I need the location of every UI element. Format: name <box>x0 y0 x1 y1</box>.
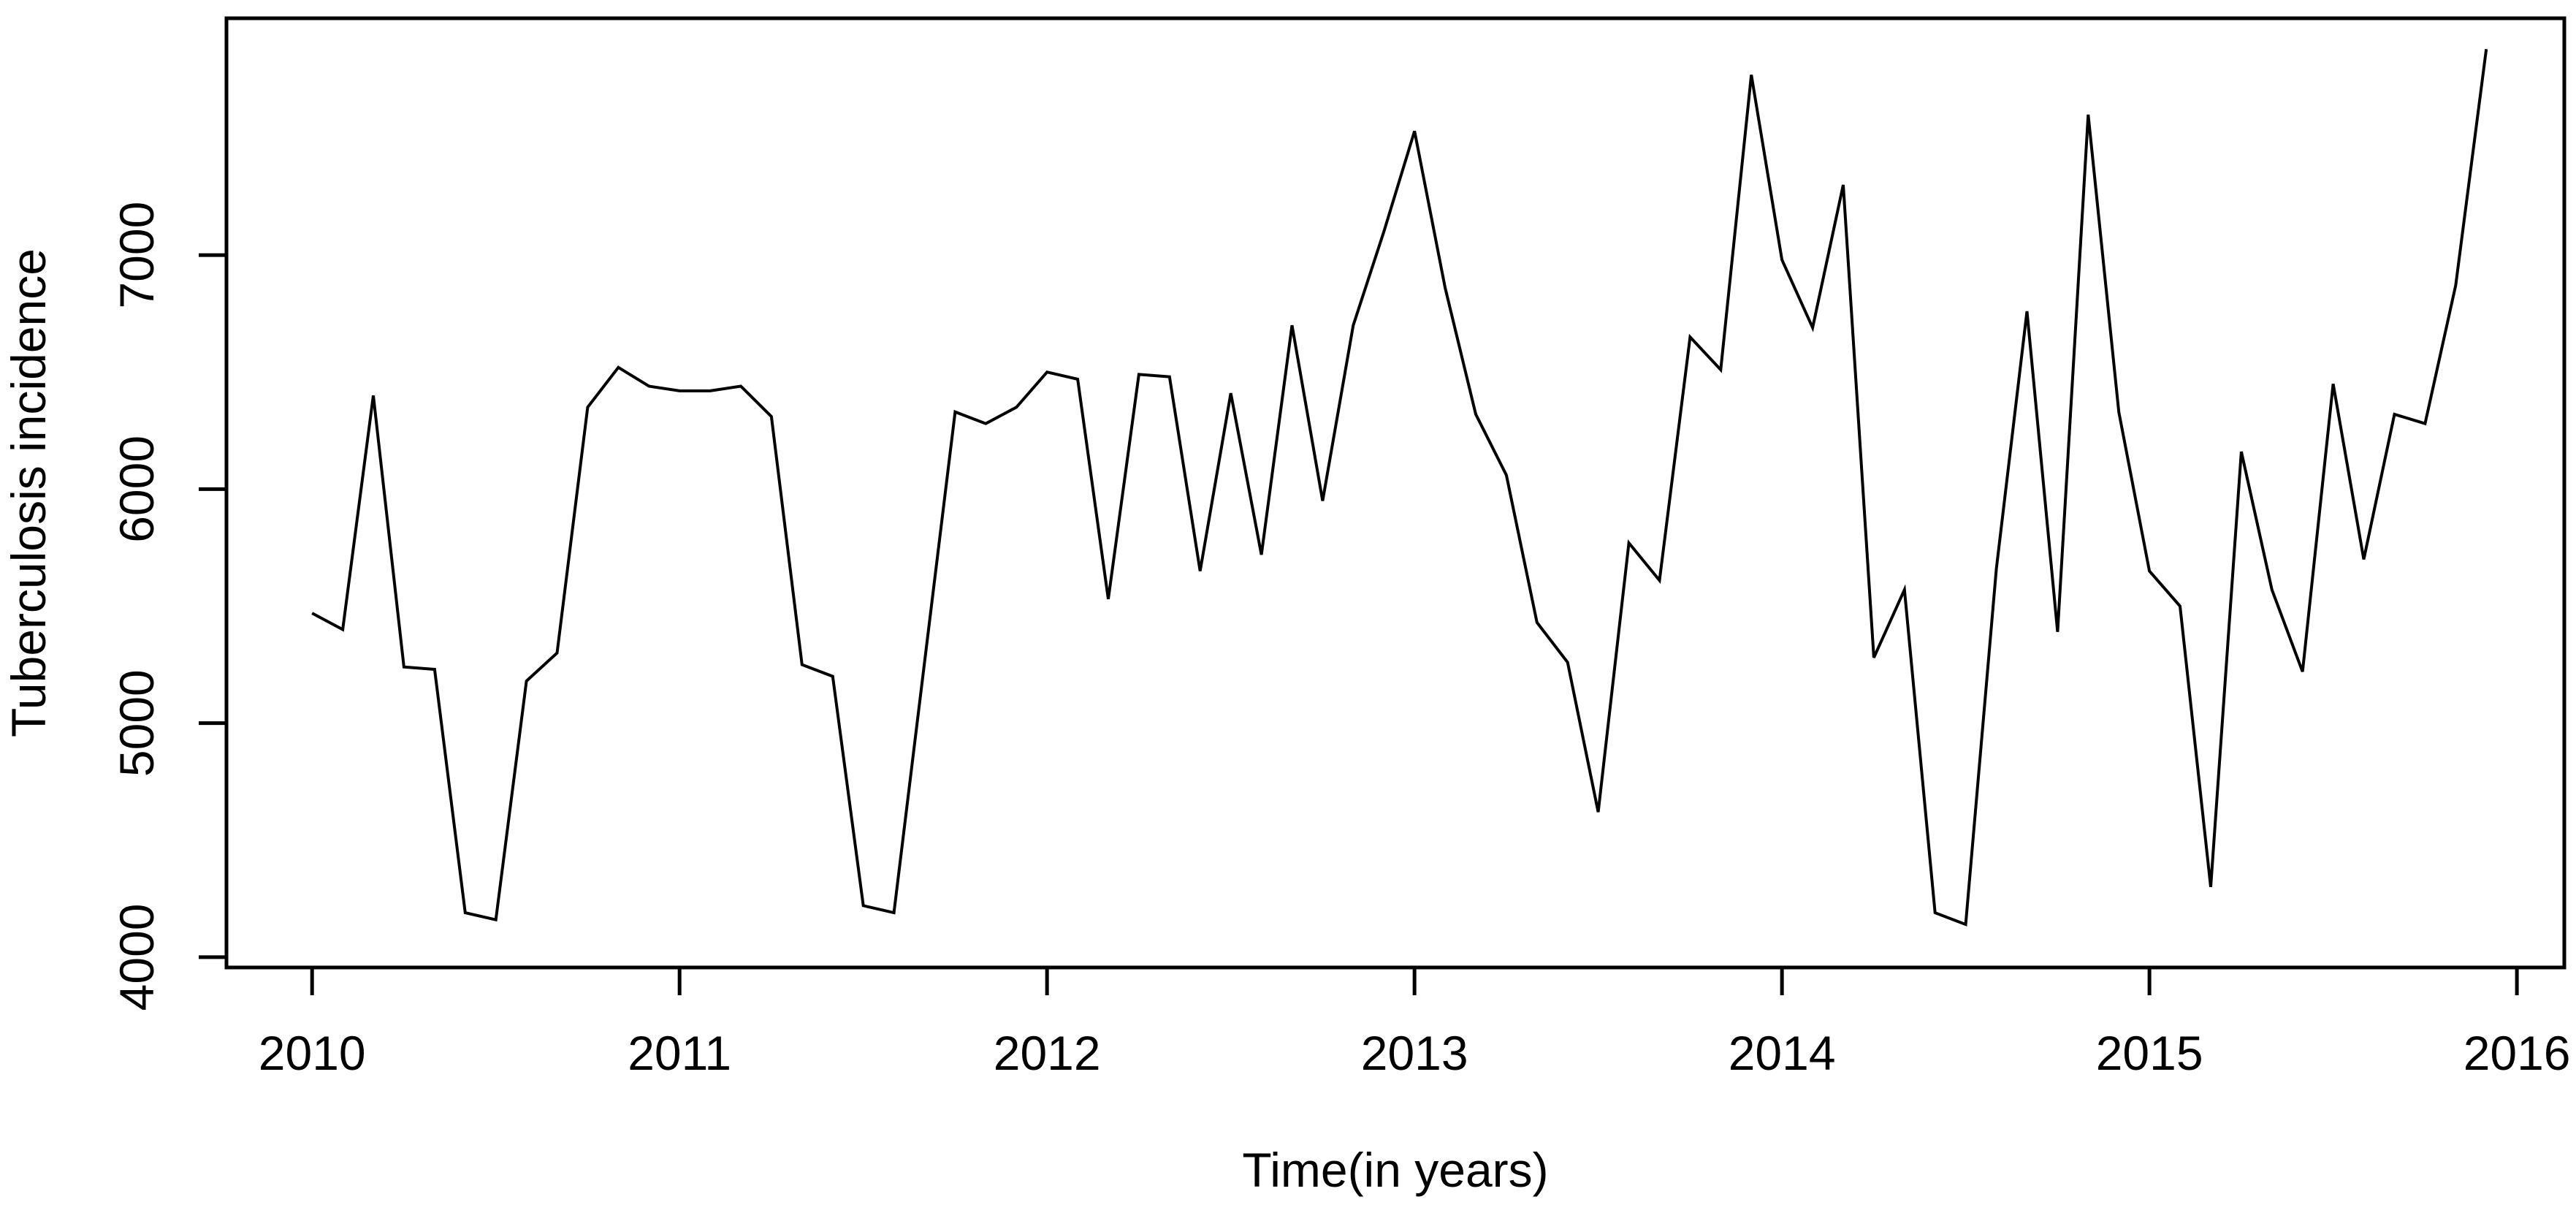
x-tick-label: 2015 <box>2096 1026 2203 1080</box>
y-tick-label: 4000 <box>110 903 164 1011</box>
tb-series-line <box>311 49 2488 927</box>
y-axis-ticks <box>199 253 226 959</box>
y-axis-title: Tuberculosis incidence <box>1 248 56 737</box>
x-axis-title: Time(in years) <box>1242 1143 1548 1197</box>
x-axis-ticks <box>310 967 2519 995</box>
y-tick-label: 7000 <box>110 202 164 309</box>
y-tick-label: 5000 <box>110 669 164 777</box>
x-tick-label: 2011 <box>628 1026 731 1080</box>
y-axis-tick-labels: 4000 5000 6000 7000 <box>110 202 164 1011</box>
x-tick-label: 2016 <box>2463 1026 2571 1080</box>
x-tick-label: 2012 <box>994 1026 1101 1080</box>
x-tick-label: 2013 <box>1361 1026 1468 1080</box>
plot-box <box>224 16 2567 970</box>
x-tick-label: 2010 <box>259 1026 366 1080</box>
x-axis-tick-labels: 2010 2011 2012 2013 2014 2015 2016 <box>259 1026 2571 1080</box>
y-tick-label: 6000 <box>110 436 164 543</box>
x-tick-label: 2014 <box>1729 1026 1836 1080</box>
